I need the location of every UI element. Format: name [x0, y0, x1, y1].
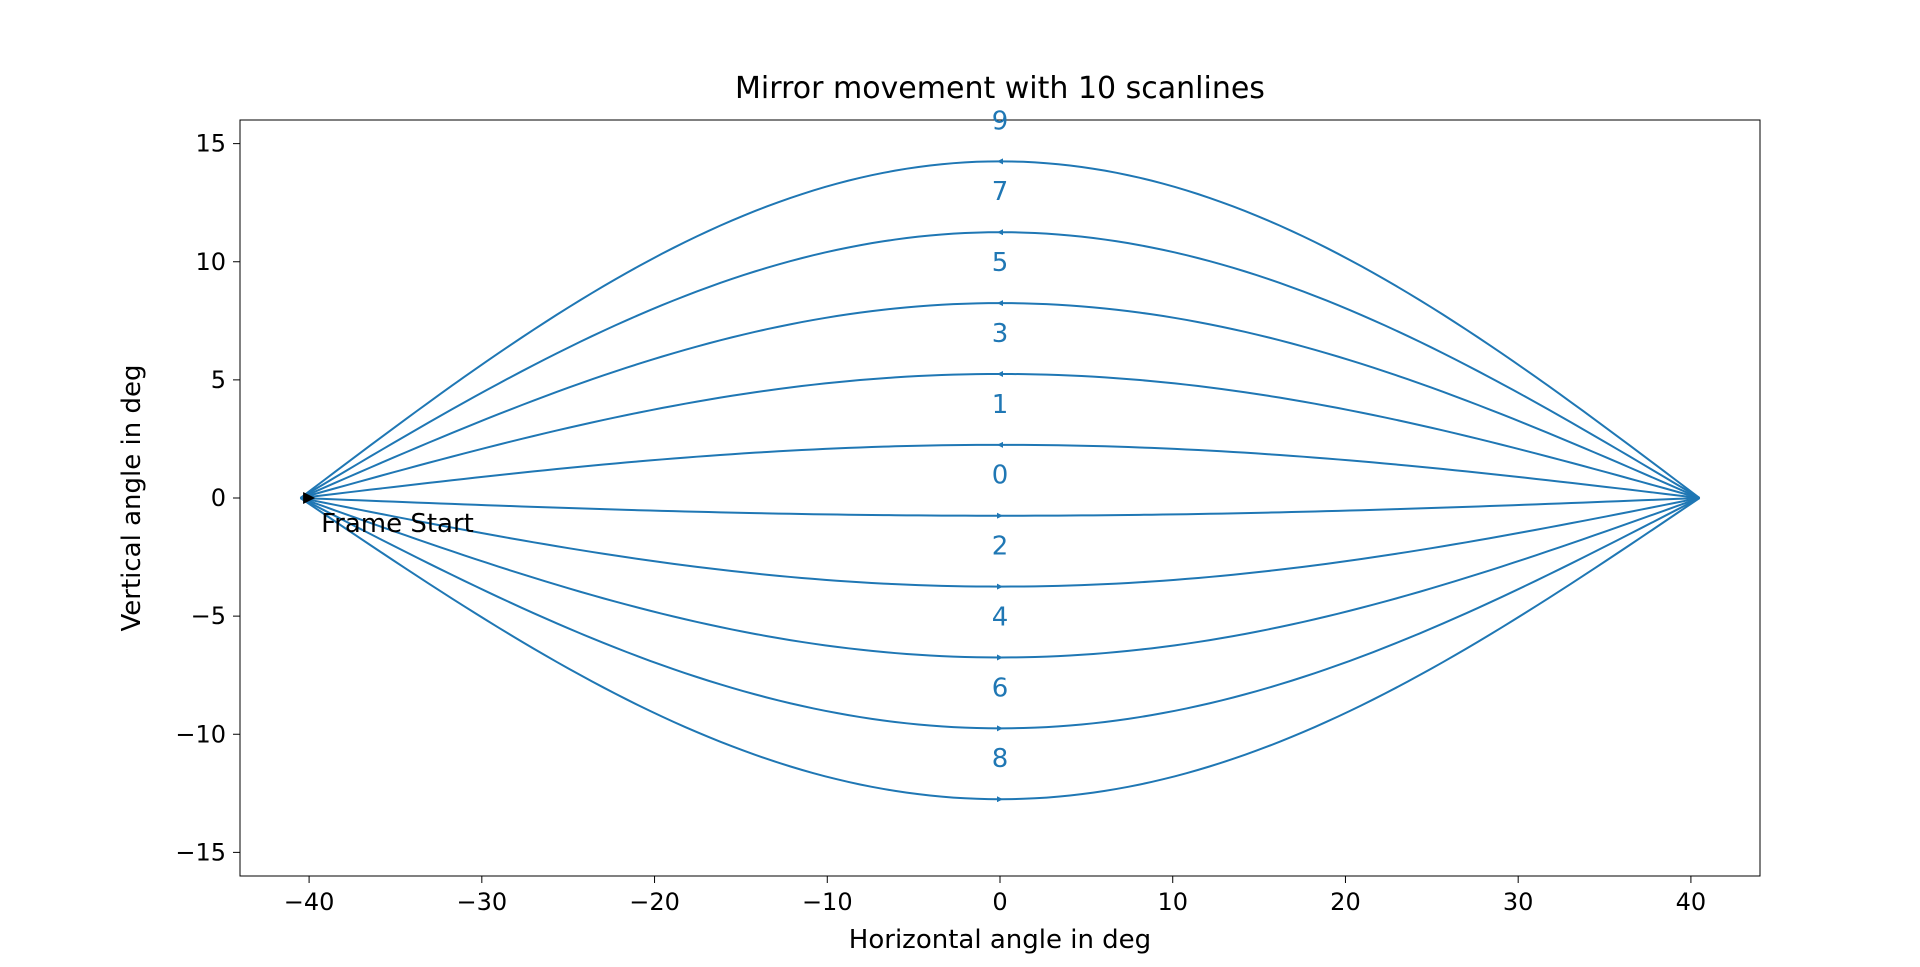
scanline-label: 7 [992, 177, 1009, 207]
chart-title: Mirror movement with 10 scanlines [735, 71, 1265, 106]
x-axis-label: Horizontal angle in deg [849, 925, 1151, 955]
scanline-label: 4 [992, 602, 1009, 632]
scanline-label: 8 [992, 744, 1009, 774]
x-tick-label: 10 [1157, 888, 1188, 916]
y-axis-label: Vertical angle in deg [117, 365, 147, 632]
mirror-movement-chart: −40−30−20−10010203040−15−10−5051015Horiz… [0, 0, 1920, 963]
x-tick-label: −40 [284, 888, 335, 916]
x-tick-label: 20 [1330, 888, 1361, 916]
scanline-label: 2 [992, 532, 1009, 562]
y-tick-label: −5 [191, 602, 226, 630]
x-tick-label: 0 [992, 888, 1007, 916]
scanline-label: 3 [992, 319, 1009, 349]
x-tick-label: −30 [456, 888, 507, 916]
x-tick-label: 30 [1503, 888, 1534, 916]
frame-start-label: Frame Start [321, 509, 474, 539]
scanline-label: 1 [992, 390, 1009, 420]
chart-container: −40−30−20−10010203040−15−10−5051015Horiz… [0, 0, 1920, 967]
y-tick-label: 10 [195, 248, 226, 276]
x-tick-label: −10 [802, 888, 853, 916]
y-tick-label: −10 [175, 720, 226, 748]
y-tick-label: 15 [195, 130, 226, 158]
scanline-label: 5 [992, 248, 1009, 278]
y-tick-label: 5 [211, 366, 226, 394]
scanline-label: 6 [992, 673, 1009, 703]
x-tick-label: 40 [1676, 888, 1707, 916]
scanline-label: 9 [992, 106, 1009, 136]
y-tick-label: 0 [211, 484, 226, 512]
scanline-label: 0 [992, 461, 1009, 491]
x-tick-label: −20 [629, 888, 680, 916]
y-tick-label: −15 [175, 838, 226, 866]
